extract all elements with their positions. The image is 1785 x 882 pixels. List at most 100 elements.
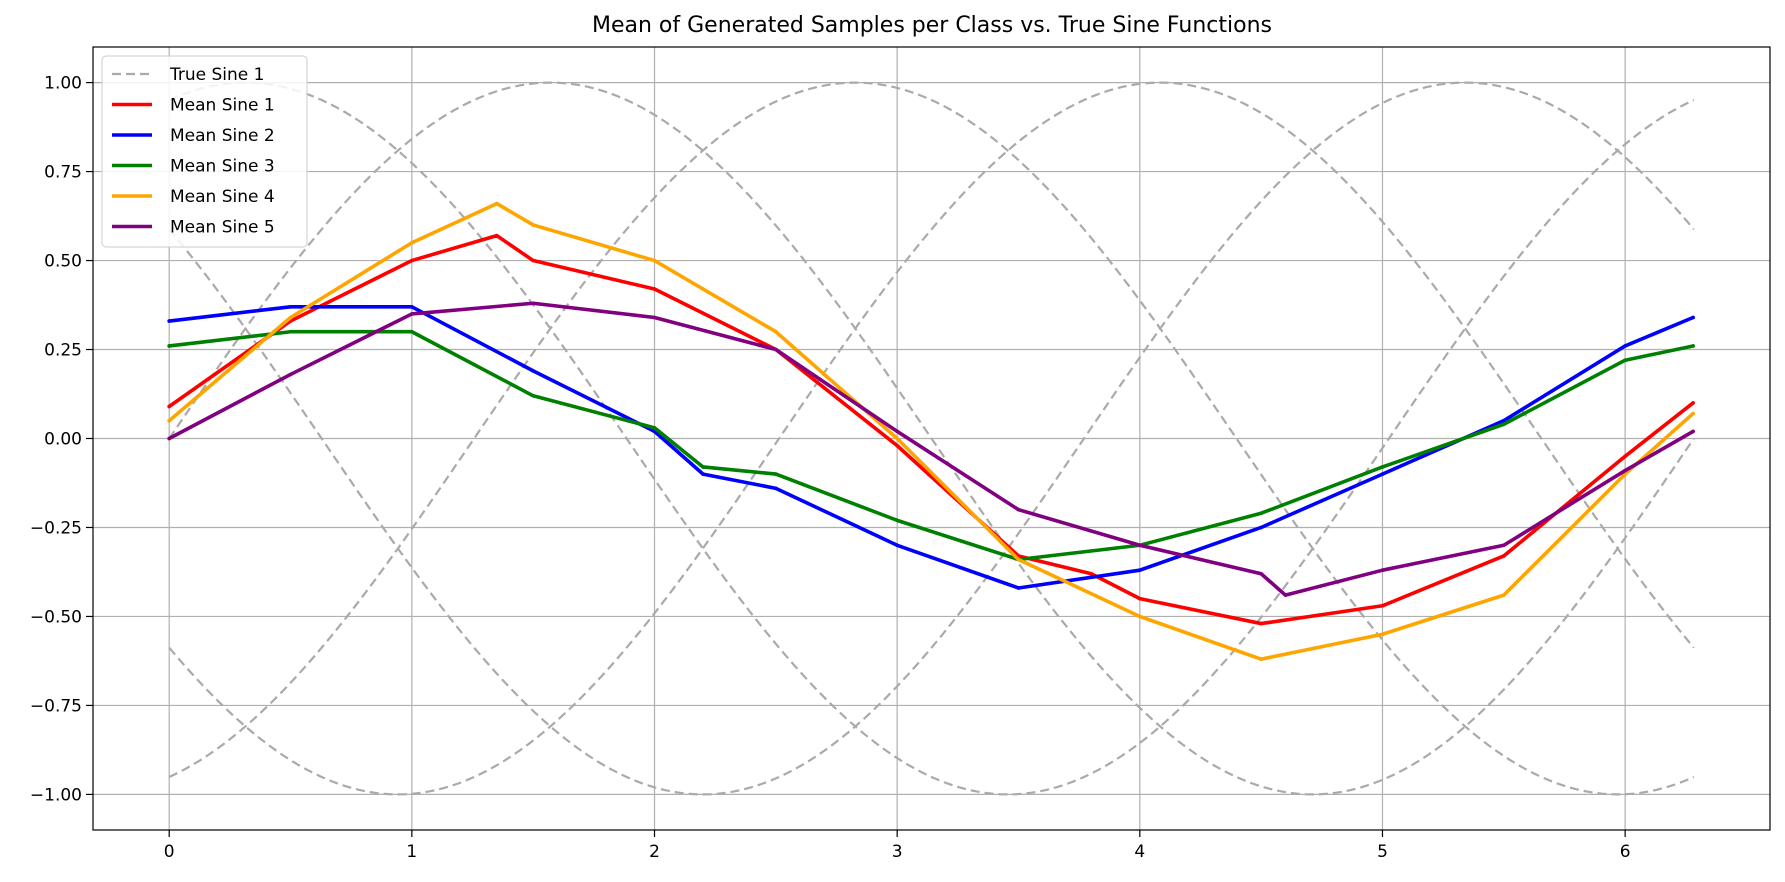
series-1-point-7 [895, 443, 899, 448]
series-3-point-3 [531, 393, 535, 398]
series-1-point-11 [1259, 621, 1263, 626]
series-3-point-1 [288, 329, 293, 334]
axis-ticks: 0 1 2 3 4 5 6 1.00 0.75 0.50 0.25 0.00 −0.25 −0.50 −0.… [30, 74, 1631, 862]
series-5-point-4 [652, 315, 657, 320]
series-2-point-8 [1016, 586, 1021, 590]
series-1-point-9 [1089, 571, 1094, 576]
legend-label-4: Mean Sine 4 [170, 187, 275, 207]
series-2-point-9 [1138, 568, 1142, 572]
x-tick-label-3: 3 [892, 842, 903, 862]
legend: True Sine 1 Mean Sine 1 Mean Sine 2 Mean Si… [101, 55, 308, 248]
series-3-point-2 [410, 329, 414, 334]
true-sine-curve-5 [168, 81, 1695, 796]
y-tick-label-4: 0.00 [44, 430, 82, 450]
x-tick-label-1: 1 [406, 842, 417, 862]
series-2-point-1 [288, 305, 293, 309]
series-2-point-6 [774, 486, 778, 491]
x-tick-label-2: 2 [649, 842, 660, 862]
chart-title: Mean of Generated Samples per Class vs. … [592, 13, 1272, 38]
series-1-point-0 [167, 404, 171, 409]
series-5-point-0 [167, 436, 171, 441]
series-4-point-8 [1016, 557, 1021, 562]
series-2-point-12 [1502, 418, 1506, 423]
y-tick-label-6: −0.50 [30, 607, 82, 627]
true-sine-curve-1 [168, 81, 1695, 796]
series-4-point-10 [1259, 657, 1263, 661]
series-2-point-7 [895, 543, 899, 548]
series-3-point-11 [1380, 465, 1385, 469]
series-4-point-2 [410, 240, 414, 245]
series-5-point-7 [1016, 507, 1021, 512]
true-sine-curve-3 [168, 81, 1695, 796]
series-5-point-12 [1502, 543, 1506, 548]
series-5-point-2 [410, 312, 414, 316]
y-tick-label-7: −0.75 [30, 696, 82, 716]
series-2-point-14 [1691, 315, 1695, 320]
x-tick-label-6: 6 [1620, 842, 1631, 862]
series-5-point-5 [774, 347, 778, 352]
series-4-point-9 [1138, 614, 1142, 619]
series-1-point-4 [531, 258, 535, 263]
series-2-point-0 [167, 319, 171, 323]
x-tick-label-4: 4 [1134, 842, 1145, 862]
series-5-point-3 [531, 301, 535, 306]
series-1-point-14 [1623, 454, 1627, 459]
legend-box [101, 55, 308, 248]
mean-series-lines [167, 201, 1695, 661]
true-sine-curves [168, 81, 1695, 796]
y-tick-label-2: 0.50 [44, 252, 82, 272]
series-2-point-10 [1259, 525, 1263, 530]
series-4-point-12 [1502, 593, 1506, 597]
series-5-point-9 [1259, 571, 1263, 576]
series-5-point-6 [895, 429, 899, 434]
series-4-point-7 [895, 436, 899, 441]
series-2-point-2 [410, 305, 414, 309]
series-3-point-4 [652, 426, 657, 430]
x-tick-label-0: 0 [164, 842, 175, 862]
series-4-point-3 [494, 201, 499, 206]
series-3-point-10 [1259, 511, 1263, 516]
series-5-point-11 [1380, 568, 1385, 572]
series-5-point-10 [1283, 593, 1288, 597]
legend-label-1: Mean Sine 1 [170, 96, 275, 116]
series-2-point-5 [701, 472, 705, 476]
series-3-point-14 [1691, 344, 1695, 348]
series-3-point-5 [701, 465, 705, 469]
series-3-point-6 [774, 472, 778, 476]
series-1-point-3 [494, 233, 499, 238]
series-5-point-8 [1138, 543, 1142, 548]
series-2-point-11 [1380, 472, 1385, 476]
series-4-point-0 [167, 418, 171, 423]
series-4-point-14 [1691, 411, 1695, 416]
series-5-point-13 [1623, 468, 1627, 473]
legend-label-5: Mean Sine 5 [170, 218, 275, 238]
y-tick-label-1: 0.75 [44, 163, 82, 183]
series-4-point-11 [1380, 632, 1385, 637]
series-1-point-13 [1502, 554, 1506, 558]
series-4-point-4 [531, 223, 535, 227]
series-1-point-10 [1138, 596, 1142, 601]
series-1-point-15 [1691, 401, 1695, 405]
legend-label-3: Mean Sine 3 [170, 157, 275, 177]
series-4-point-1 [288, 315, 293, 320]
series-5-point-1 [288, 372, 293, 377]
x-tick-label-5: 5 [1377, 842, 1388, 862]
y-tick-label-3: 0.25 [44, 341, 82, 361]
series-2-point-13 [1623, 344, 1627, 348]
true-sine-curve-2 [168, 81, 1695, 796]
series-2-point-3 [531, 369, 535, 373]
series-4-point-5 [652, 258, 657, 263]
series-3-point-7 [895, 518, 899, 523]
series-1-point-12 [1380, 603, 1385, 608]
y-tick-label-5: −0.25 [30, 518, 82, 538]
series-5-point-14 [1691, 429, 1695, 434]
grid [93, 47, 1770, 830]
legend-label-0: True Sine 1 [169, 65, 264, 85]
series-3-point-13 [1623, 358, 1627, 363]
series-3-point-0 [167, 344, 171, 348]
series-1-point-5 [652, 287, 657, 291]
legend-label-2: Mean Sine 2 [170, 126, 275, 146]
series-3-point-12 [1502, 422, 1506, 427]
series-4-point-6 [774, 329, 778, 334]
